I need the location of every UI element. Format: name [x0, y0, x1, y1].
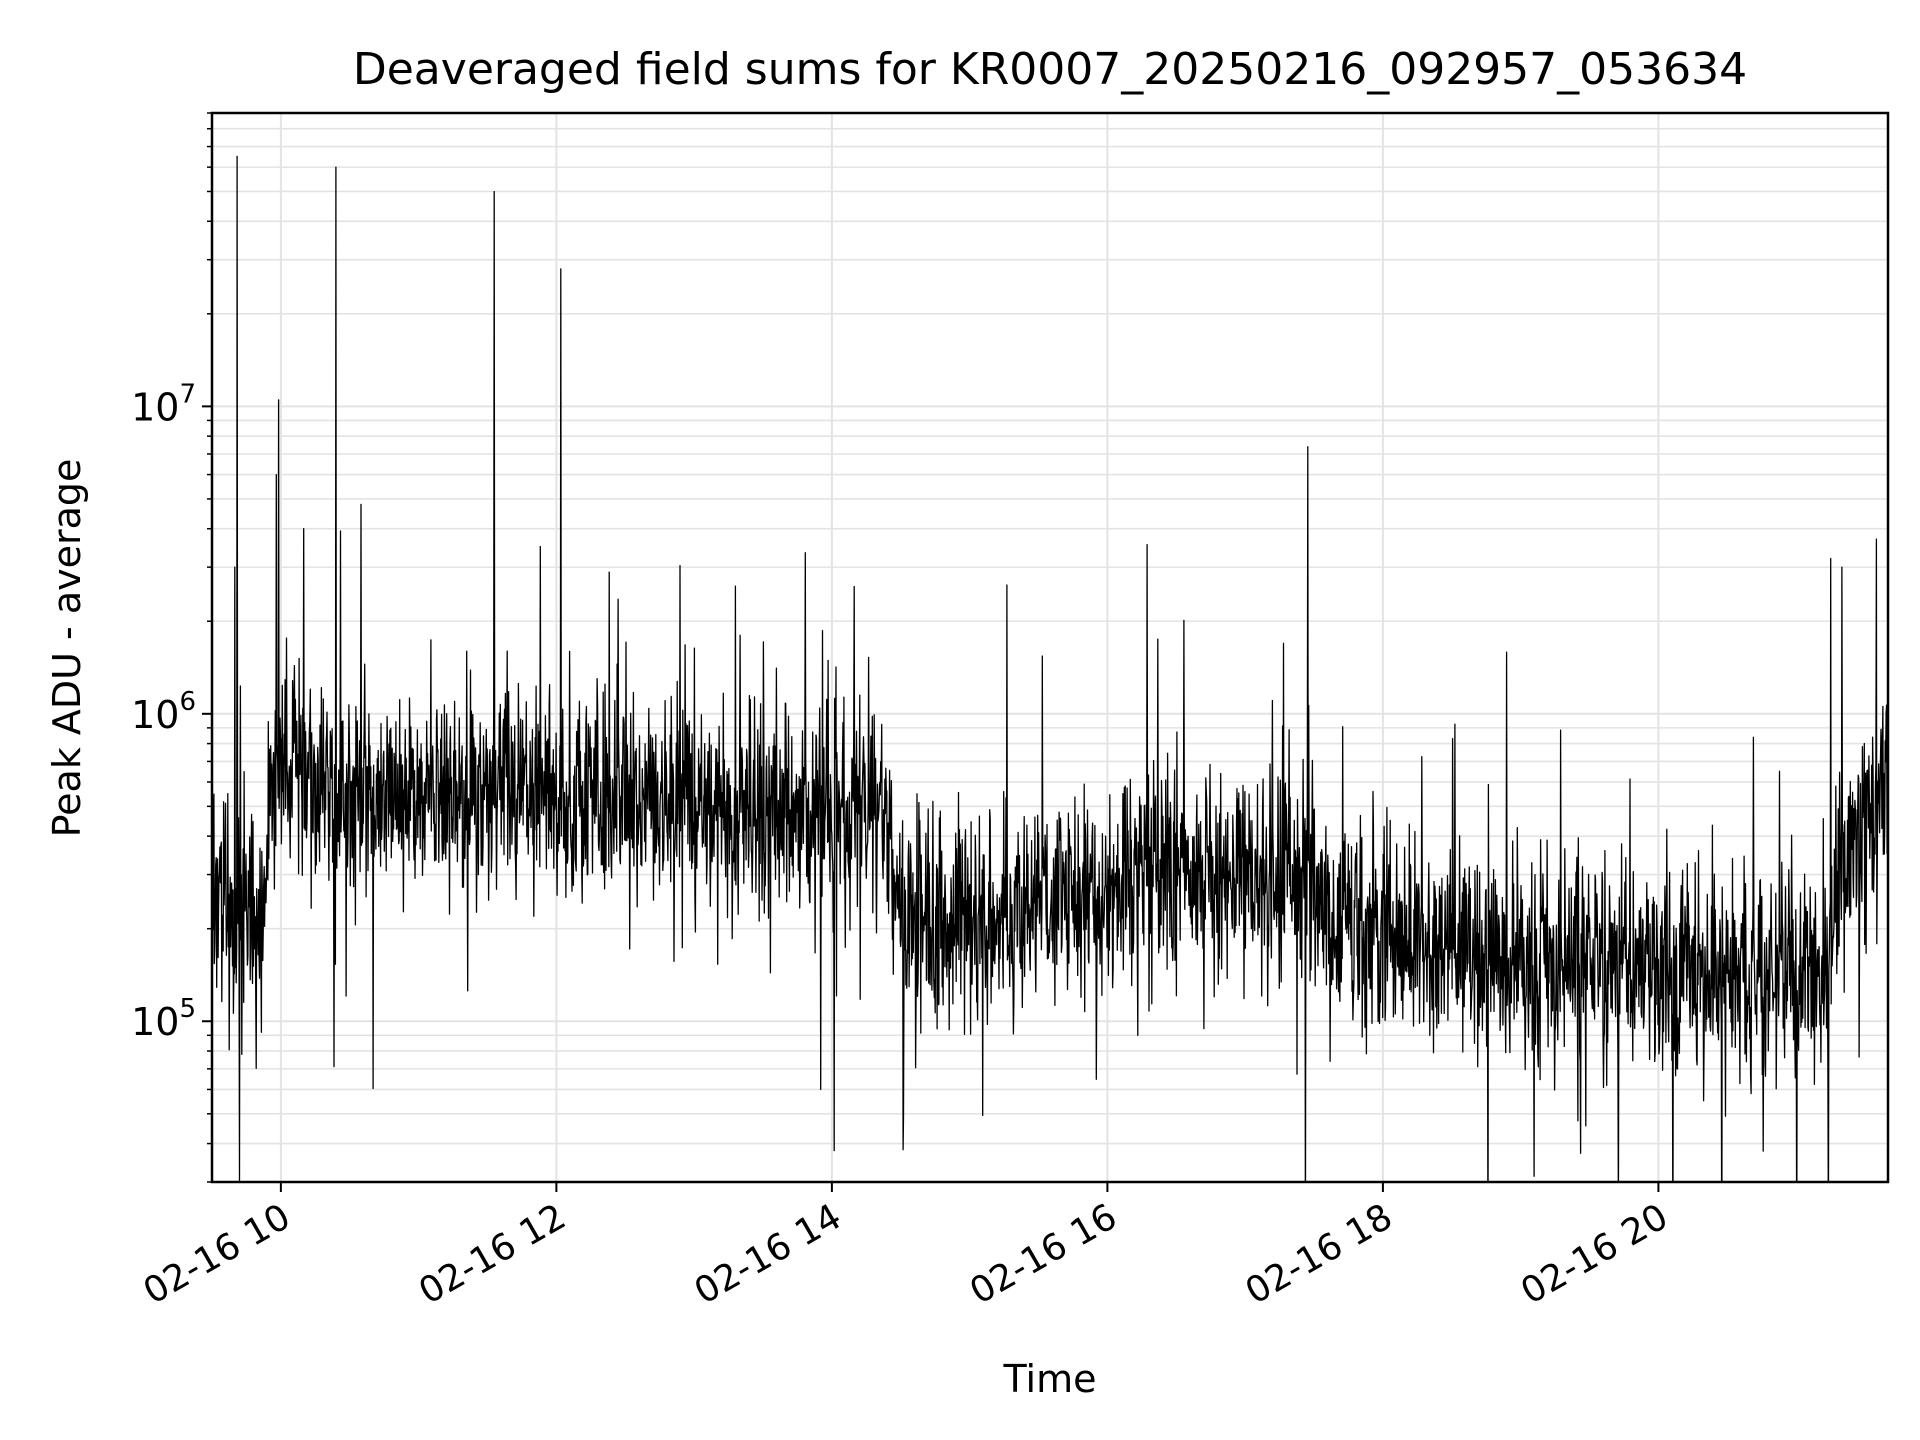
y-tick-label: 106 — [131, 687, 196, 737]
x-axis-label: Time — [1003, 1357, 1097, 1401]
y-axis: 105 106 107 — [131, 112, 212, 1183]
y-axis-label: Peak ADU - average — [45, 459, 89, 838]
plot-frame — [210, 111, 1890, 1184]
grid-lines — [212, 112, 1888, 1183]
series-line — [212, 155, 1888, 1182]
y-tick-label: 105 — [131, 994, 196, 1044]
y-tick-label: 107 — [131, 379, 196, 429]
chart-title: Deaveraged field sums for KR0007_2025021… — [353, 44, 1747, 95]
data-series — [212, 155, 1888, 1182]
